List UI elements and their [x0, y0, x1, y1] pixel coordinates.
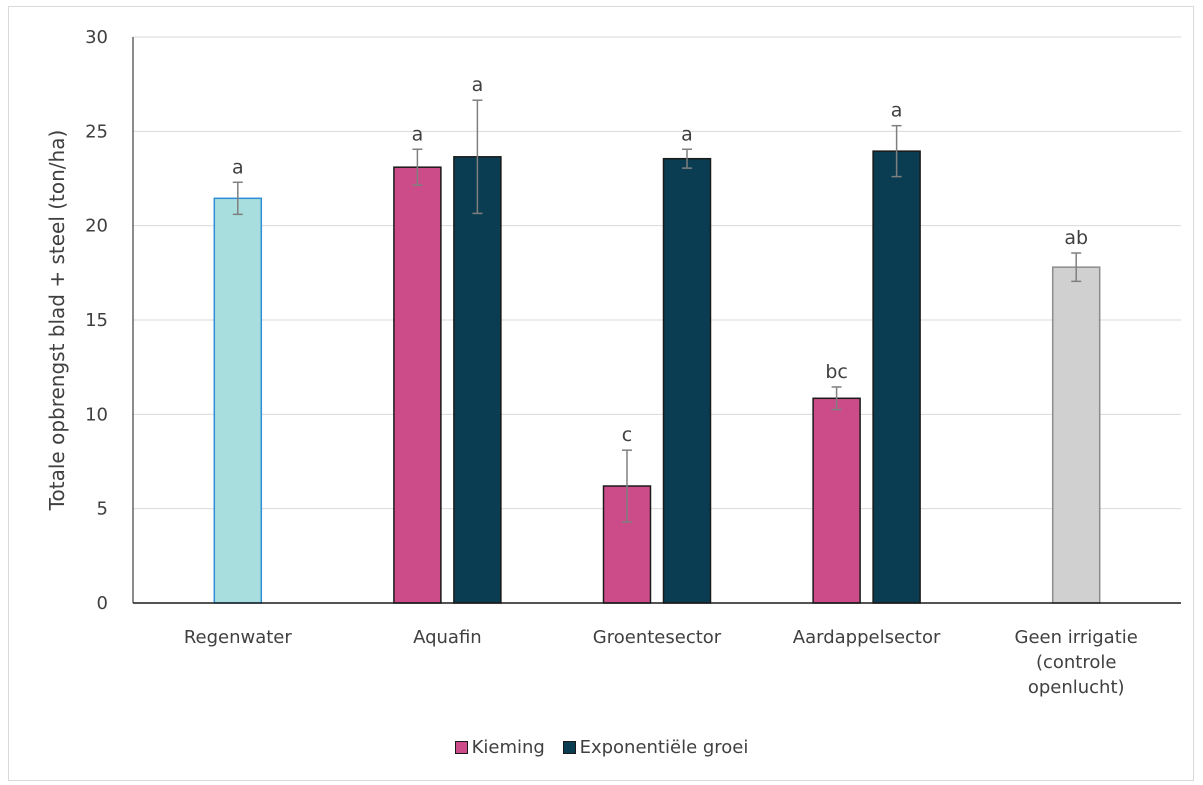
bar-exponenti-le-groei-3-sig-label: a: [891, 100, 903, 122]
y-axis-title: Totale opbrengst blad + steel (ton/ha): [45, 130, 69, 512]
bar-exponenti-le-groei-1-sig-label: a: [472, 74, 484, 96]
bar-exponenti-le-groei-2-sig-label: a: [681, 123, 693, 145]
y-tick-label-0: 0: [97, 593, 108, 614]
x-tick-label-0-0: Regenwater: [184, 627, 293, 648]
bar-single-0: [213, 197, 263, 604]
legend-item-kieming: Kieming: [454, 737, 545, 758]
bar-exponenti-le-groei-1: [453, 156, 502, 604]
bar-kieming-1-sig-label: a: [412, 123, 424, 145]
y-tick-label-5: 5: [97, 499, 108, 520]
chart-frame: [8, 6, 1194, 781]
legend-label-exponentiele-groei: Exponentiële groei: [579, 737, 749, 758]
bar-exponenti-le-groei-2: [662, 157, 712, 604]
bar-kieming-1: [393, 166, 442, 604]
bar-single-0-sig-label: a: [232, 156, 244, 178]
bar-exponenti-le-groei-3: [872, 150, 921, 604]
legend-label-kieming: Kieming: [471, 737, 545, 758]
x-tick-label-4-0: Geen irrigatie: [1015, 627, 1138, 648]
legend: Kieming Exponentiële groei: [0, 737, 1203, 759]
legend-swatch-exponentiele-groei: [562, 741, 576, 754]
x-tick-label-4-2: openlucht): [1028, 677, 1125, 698]
y-tick-label-30: 30: [85, 27, 108, 48]
y-tick-label-25: 25: [85, 121, 108, 142]
y-tick-label-15: 15: [85, 310, 108, 331]
x-tick-label-2-0: Groentesector: [593, 627, 722, 648]
legend-swatch-kieming: [454, 741, 468, 754]
legend-item-exponentiele-groei: Exponentiële groei: [562, 737, 749, 758]
x-tick-label-4-1: (controle: [1036, 652, 1117, 673]
bar-kieming-3-sig-label: bc: [825, 361, 848, 383]
bar-single-4: [1051, 266, 1101, 604]
x-tick-label-1-0: Aquafin: [413, 627, 482, 648]
x-tick-label-3-0: Aardappelsector: [793, 627, 941, 648]
y-tick-label-20: 20: [85, 216, 108, 237]
bar-kieming-2-sig-label: c: [622, 424, 632, 446]
bar-kieming-3: [812, 397, 861, 604]
y-tick-label-10: 10: [85, 404, 108, 425]
bar-single-4-sig-label: ab: [1064, 227, 1088, 249]
bar-chart: 0 5 10 15 20 25 30 Totale opbrengst blad + stee…: [45, 27, 1181, 698]
